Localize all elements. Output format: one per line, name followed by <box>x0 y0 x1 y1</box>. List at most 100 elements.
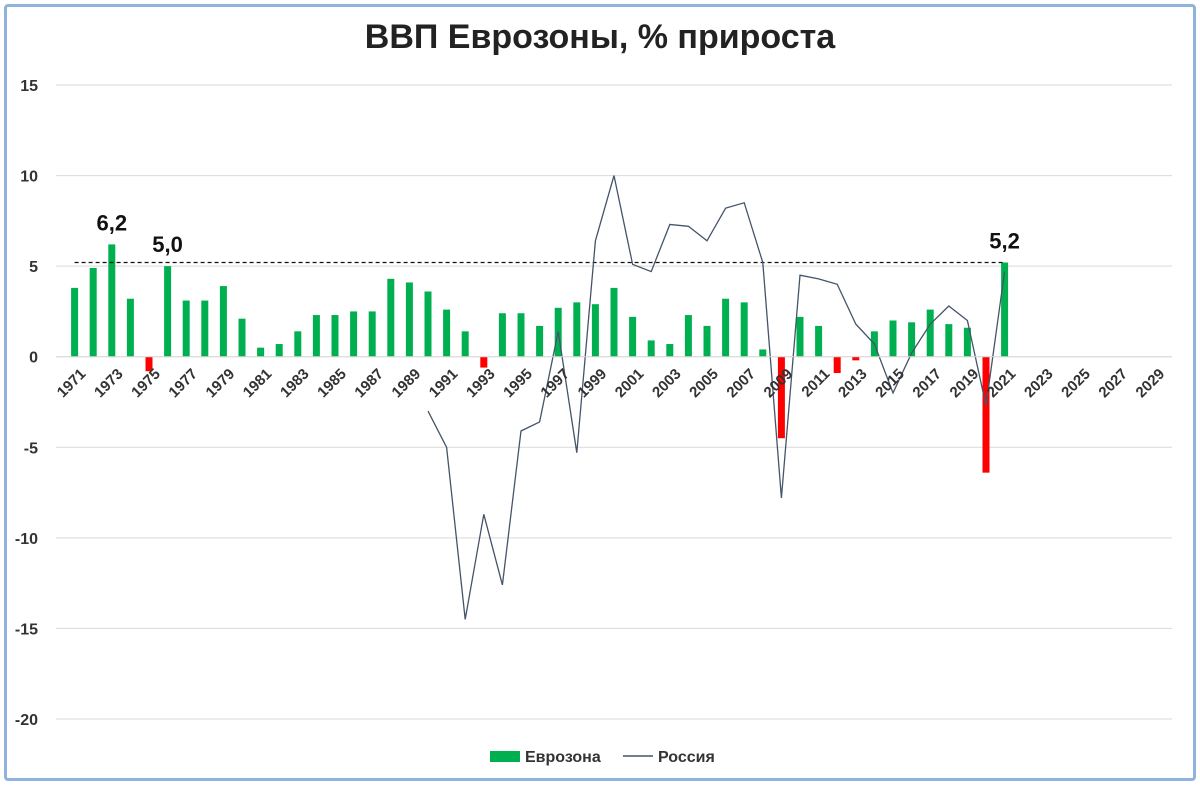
y-tick-label: 15 <box>20 78 38 95</box>
bar <box>275 344 283 357</box>
y-axis: 15 10 5 0 -5 -10 -15 -20 <box>15 78 38 729</box>
bar <box>312 315 320 357</box>
bar <box>889 320 897 357</box>
bar <box>852 356 860 361</box>
bar <box>536 325 544 357</box>
x-tick-label: 1987 <box>351 366 387 402</box>
bar <box>89 267 97 357</box>
bar <box>238 318 246 357</box>
x-tick-label: 2005 <box>686 366 722 402</box>
chart-title: ВВП Еврозоны, % прироста <box>364 18 836 56</box>
x-tick-label: 1991 <box>426 366 462 402</box>
bar <box>331 315 339 357</box>
x-tick-label: 2027 <box>1095 366 1131 402</box>
bar <box>424 291 432 357</box>
x-tick-label: 1989 <box>389 366 425 402</box>
grid-lines <box>56 84 1172 720</box>
bar <box>498 313 506 357</box>
y-tick-label: -10 <box>15 531 38 548</box>
y-tick-label: -20 <box>15 712 38 729</box>
y-tick-label: -5 <box>24 440 38 457</box>
bar <box>108 244 116 357</box>
bar <box>610 287 618 357</box>
data-label: 5,0 <box>152 232 183 257</box>
x-tick-label: 1995 <box>500 366 536 402</box>
bar <box>982 356 990 473</box>
bar <box>126 298 134 357</box>
bar <box>145 356 153 372</box>
x-tick-label: 1993 <box>463 366 499 402</box>
bar <box>164 266 172 357</box>
x-tick-label: 2017 <box>909 366 945 402</box>
x-tick-label: 1973 <box>91 366 127 402</box>
russia-line <box>427 175 1006 620</box>
x-tick-label: 1983 <box>277 366 313 402</box>
x-tick-label: 1981 <box>240 366 276 402</box>
y-tick-label: 0 <box>29 350 38 367</box>
bar <box>517 313 525 357</box>
bar <box>703 325 711 357</box>
bar <box>833 356 841 374</box>
bar <box>740 302 748 357</box>
y-tick-label: 5 <box>29 259 38 276</box>
x-tick-label: 2025 <box>1058 366 1094 402</box>
bar <box>629 316 637 357</box>
bar <box>201 300 209 357</box>
x-tick-label: 2023 <box>1021 366 1057 402</box>
bar <box>573 302 581 357</box>
bar <box>461 331 469 357</box>
bar <box>71 287 79 357</box>
x-tick-label: 2019 <box>947 366 983 402</box>
x-tick-label: 1975 <box>128 366 164 402</box>
x-tick-label: 1999 <box>575 366 611 402</box>
y-tick-label: 10 <box>20 169 38 186</box>
bars <box>71 244 1009 473</box>
bar <box>368 311 376 357</box>
legend: Еврозона Россия <box>490 749 715 766</box>
x-tick-label: 1971 <box>54 366 90 402</box>
bar <box>815 325 823 357</box>
bar <box>759 349 767 357</box>
bar <box>405 282 413 357</box>
bar <box>926 309 934 357</box>
x-tick-label: 1979 <box>203 366 239 402</box>
x-tick-label: 2011 <box>798 366 833 401</box>
bar <box>908 322 916 357</box>
bar <box>294 331 302 357</box>
bar <box>257 347 265 357</box>
x-tick-label: 2007 <box>723 366 759 402</box>
x-tick-label: 1977 <box>165 366 201 402</box>
data-labels: 6,2 5,0 5,2 <box>97 210 1020 257</box>
bar <box>443 309 451 357</box>
data-label: 6,2 <box>97 210 128 235</box>
x-tick-label: 2029 <box>1133 366 1169 402</box>
bar <box>647 340 655 357</box>
x-tick-label: 2003 <box>649 366 685 402</box>
bar <box>945 324 953 357</box>
bar <box>796 316 804 357</box>
x-tick-label: 2001 <box>612 366 648 402</box>
bar <box>182 300 190 357</box>
bar <box>219 286 227 357</box>
bar <box>1001 262 1009 357</box>
x-axis: 1971 1973 1975 1977 1979 1981 1983 1985 1987 1989… <box>54 356 1172 402</box>
data-label: 5,2 <box>989 229 1020 254</box>
bar <box>387 278 395 357</box>
x-tick-label: 2015 <box>872 366 908 402</box>
y-tick-label: -15 <box>15 621 38 638</box>
bar <box>591 304 599 357</box>
legend-swatch-eurozone <box>490 751 520 762</box>
bar <box>480 356 488 368</box>
bar <box>684 315 692 357</box>
bar <box>963 327 971 357</box>
bar <box>722 298 730 357</box>
legend-label-russia: Россия <box>658 749 715 766</box>
bar <box>350 311 358 357</box>
russia-series-line <box>427 175 1006 620</box>
x-tick-label: 1985 <box>314 366 350 402</box>
bar <box>666 344 674 357</box>
chart-frame <box>4 4 1196 781</box>
legend-label-eurozone: Еврозона <box>525 749 601 766</box>
bar <box>777 356 785 439</box>
